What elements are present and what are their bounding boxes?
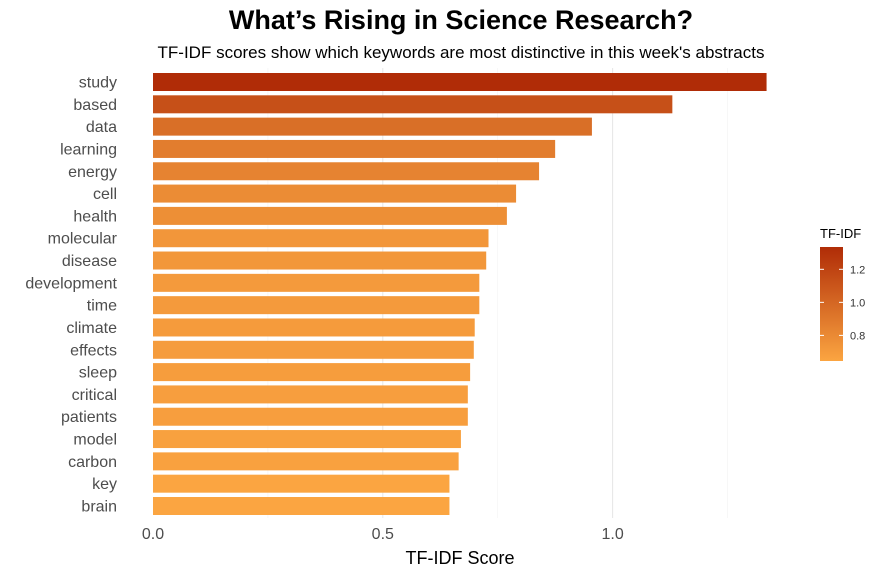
bar-time (153, 296, 480, 315)
category-label-study: study (79, 75, 117, 92)
legend-tick-label: 1.0 (850, 297, 865, 309)
bar-data (153, 117, 592, 136)
category-label-climate: climate (66, 320, 117, 337)
category-label-time: time (87, 298, 117, 315)
bar-critical (153, 385, 468, 404)
bar-cell (153, 184, 517, 203)
bar-patients (153, 407, 468, 426)
category-label-sleep: sleep (79, 365, 117, 382)
bar-molecular (153, 229, 489, 248)
bar-energy (153, 162, 540, 181)
category-label-effects: effects (70, 342, 117, 359)
category-label-critical: critical (72, 387, 117, 404)
category-label-health: health (73, 208, 117, 225)
category-label-disease: disease (62, 253, 117, 270)
x-tick-label: 0.5 (372, 526, 394, 543)
bars (153, 73, 767, 515)
legend-colorbar (820, 247, 843, 361)
category-label-model: model (73, 432, 117, 449)
bar-effects (153, 340, 474, 359)
category-label-patients: patients (61, 409, 117, 426)
category-label-cell: cell (93, 186, 117, 203)
legend-tick-label: 0.8 (850, 330, 865, 342)
bar-sleep (153, 363, 471, 382)
legend-tick-label: 1.2 (850, 264, 865, 276)
x-axis-ticks: 0.0 0.5 1.0 (142, 526, 624, 543)
category-label-data: data (86, 119, 117, 136)
x-axis-title: TF-IDF Score (405, 548, 514, 568)
category-label-carbon: carbon (68, 454, 117, 471)
category-label-development: development (25, 275, 117, 292)
bar-development (153, 273, 480, 292)
bar-disease (153, 251, 487, 270)
legend-title: TF-IDF (820, 226, 861, 241)
bar-model (153, 430, 461, 449)
bar-carbon (153, 452, 459, 471)
category-label-brain: brain (81, 499, 117, 516)
chart-title: What’s Rising in Science Research? (229, 5, 693, 35)
bar-health (153, 206, 507, 225)
category-label-key: key (92, 476, 117, 493)
category-label-learning: learning (60, 141, 117, 158)
bar-climate (153, 318, 475, 337)
x-tick-label: 1.0 (601, 526, 623, 543)
x-tick-label: 0.0 (142, 526, 164, 543)
category-label-energy: energy (68, 164, 117, 181)
bar-based (153, 95, 673, 114)
category-label-molecular: molecular (48, 231, 118, 248)
bar-brain (153, 497, 450, 515)
category-labels: study based data learning energy cell health mo… (25, 75, 117, 516)
chart-subtitle: TF-IDF scores show which keywords are mo… (158, 43, 765, 62)
legend: TF-IDF 0.8 1.0 1.2 (820, 226, 865, 361)
legend-ticks: 0.8 1.0 1.2 (820, 264, 865, 342)
bar-key (153, 474, 450, 493)
bar-study (153, 73, 767, 91)
bar-learning (153, 139, 556, 158)
category-label-based: based (73, 97, 117, 114)
